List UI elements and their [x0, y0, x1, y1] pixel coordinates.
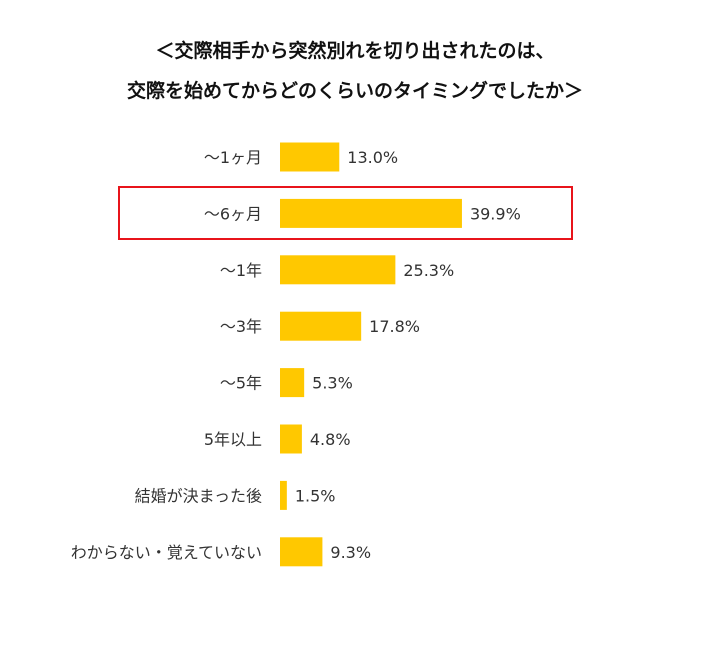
bar — [280, 198, 462, 228]
value-label: 39.9% — [470, 204, 521, 223]
bar — [280, 142, 340, 172]
category-label: わからない・覚えていない — [71, 543, 262, 562]
category-label: 〜6ヶ月 — [204, 204, 262, 223]
value-label: 5.3% — [312, 374, 353, 393]
category-label: 〜5年 — [220, 374, 262, 393]
bar — [280, 537, 323, 567]
chart-title-line-1: ＜交際相手から突然別れを切り出されたのは、 — [155, 40, 555, 62]
highlight-box — [118, 186, 573, 240]
value-label: 1.5% — [295, 486, 336, 505]
bar — [280, 255, 396, 285]
bar — [280, 368, 305, 398]
chart-title-line-2: 交際を始めてからどのくらいのタイミングでしたか＞ — [126, 80, 583, 102]
category-label: 〜3年 — [220, 317, 262, 336]
value-label: 9.3% — [330, 543, 371, 562]
category-label: 5年以上 — [204, 430, 262, 449]
value-label: 25.3% — [403, 261, 454, 280]
bar — [280, 311, 362, 341]
bar — [280, 424, 302, 454]
value-label: 13.0% — [347, 148, 398, 167]
category-label: 結婚が決まった後 — [135, 486, 262, 505]
value-label: 4.8% — [310, 430, 351, 449]
value-label: 17.8% — [369, 317, 420, 336]
category-label: 〜1ヶ月 — [204, 148, 262, 167]
category-label: 〜1年 — [220, 261, 262, 280]
bar — [280, 480, 287, 510]
